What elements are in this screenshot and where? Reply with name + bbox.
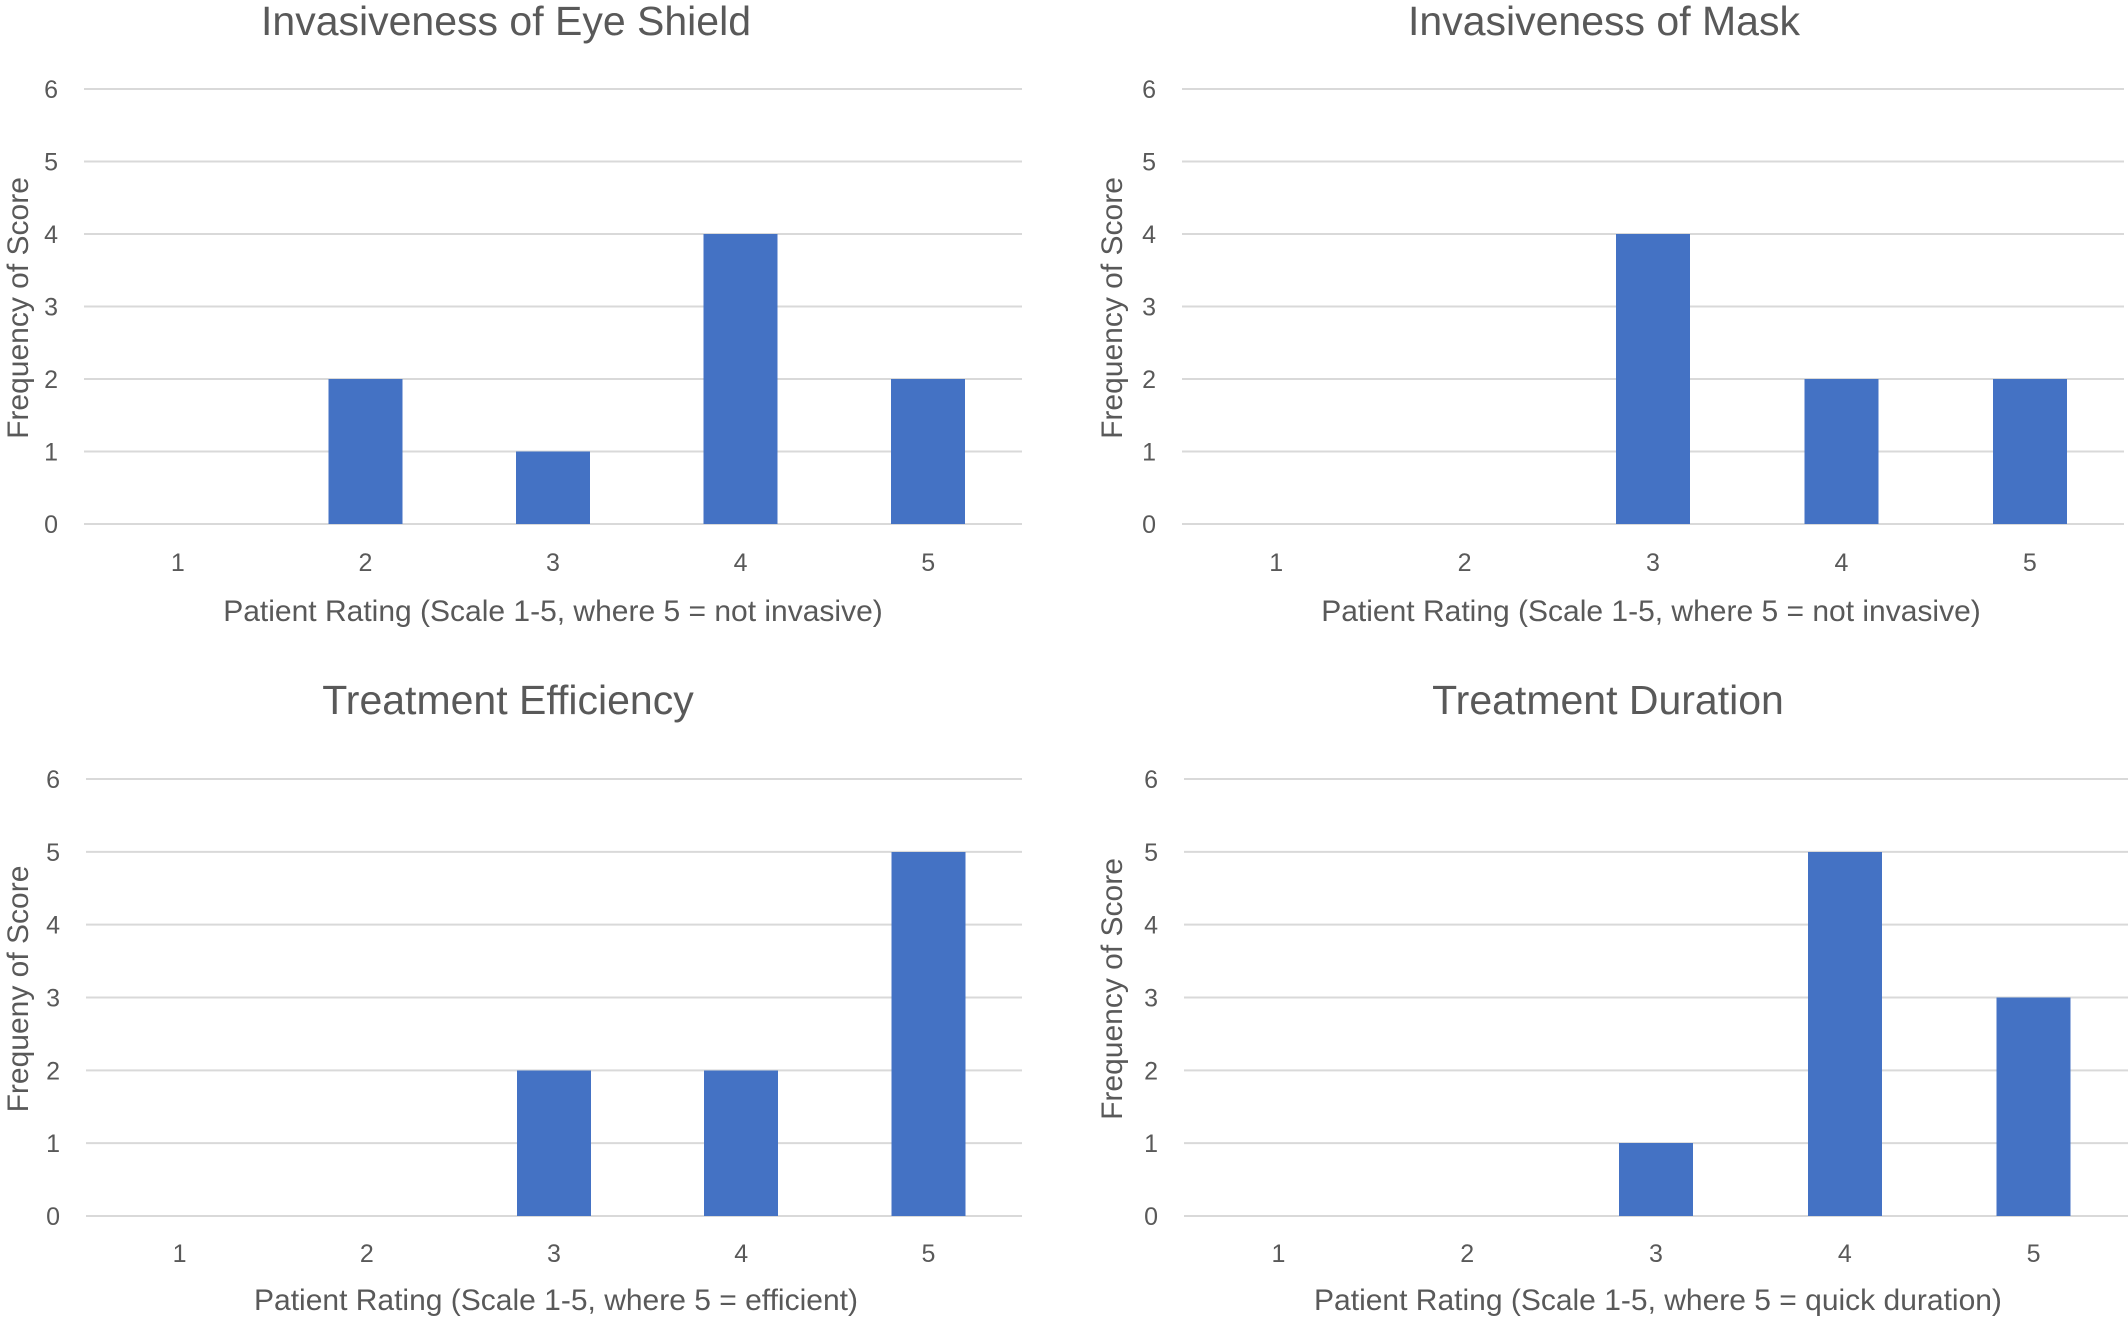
plot-area: 0 1 2 3 4 5 6 1 2 3 4 5	[1142, 76, 2124, 577]
chart-svg: Invasiveness of Mask Frequency of Score …	[1096, 0, 2124, 628]
chart-title: Invasiveness of Eye Shield	[261, 0, 751, 44]
x-tick-label: 4	[734, 1240, 748, 1268]
chart-svg: Treatment Duration Frequency of Score Pa…	[1096, 677, 2128, 1317]
bar	[1996, 997, 2071, 1216]
bar	[1619, 1143, 1693, 1216]
y-tick-label: 2	[44, 366, 58, 394]
chart-svg: Treatment Efficiency Frequeny of Score P…	[2, 677, 1022, 1317]
y-tick-label: 3	[46, 985, 60, 1013]
x-tick-label: 1	[1271, 1240, 1285, 1268]
y-tick-label: 2	[1142, 366, 1156, 394]
y-tick-label: 0	[44, 511, 58, 539]
x-tick-label: 3	[1649, 1240, 1663, 1268]
y-tick-label: 5	[46, 839, 60, 867]
bar	[891, 379, 966, 524]
y-axis-label: Frequency of Score	[2, 177, 35, 439]
y-tick-label: 1	[1142, 439, 1156, 467]
x-axis-label: Patient Rating (Scale 1-5, where 5 = not…	[223, 595, 883, 628]
x-tick-label: 3	[546, 549, 560, 577]
chart-svg: Invasiveness of Eye Shield Frequency of …	[2, 0, 1022, 628]
y-tick-label: 0	[46, 1203, 60, 1231]
y-tick-label: 3	[44, 294, 58, 322]
x-tick-label: 2	[360, 1240, 374, 1268]
bar	[328, 379, 403, 524]
x-axis-label: Patient Rating (Scale 1-5, where 5 = qui…	[1314, 1284, 2002, 1317]
x-axis-label: Patient Rating (Scale 1-5, where 5 = not…	[1321, 595, 1981, 628]
x-tick-label: 4	[1834, 549, 1848, 577]
chart-panel-efficiency: Treatment Efficiency Frequeny of Score P…	[0, 661, 1064, 1322]
y-tick-label: 6	[46, 766, 60, 794]
bar	[1804, 379, 1879, 524]
x-tick-label: 1	[1269, 549, 1283, 577]
y-tick-label: 4	[46, 912, 60, 940]
x-tick-label: 3	[1646, 549, 1660, 577]
bar	[703, 234, 778, 524]
y-tick-label: 5	[1144, 839, 1158, 867]
y-tick-label: 1	[44, 439, 58, 467]
x-axis-label: Patient Rating (Scale 1-5, where 5 = eff…	[254, 1284, 858, 1317]
y-tick-label: 4	[44, 221, 58, 249]
y-tick-label: 6	[1142, 76, 1156, 104]
chart-panel-eye-shield: Invasiveness of Eye Shield Frequency of …	[0, 0, 1064, 661]
x-tick-label: 5	[921, 1240, 935, 1268]
chart-title: Treatment Efficiency	[322, 677, 694, 723]
plot-area: 0 1 2 3 4 5 6 1 2 3 4 5	[44, 76, 1022, 577]
y-axis-label: Frequency of Score	[1096, 858, 1129, 1120]
x-tick-label: 4	[1838, 1240, 1852, 1268]
bar	[891, 851, 966, 1216]
bar	[516, 451, 590, 524]
y-tick-label: 4	[1144, 912, 1158, 940]
x-tick-label: 1	[173, 1240, 187, 1268]
y-tick-label: 1	[1144, 1130, 1158, 1158]
y-tick-label: 4	[1142, 221, 1156, 249]
bar	[1807, 851, 1882, 1216]
y-tick-label: 3	[1144, 985, 1158, 1013]
y-tick-label: 5	[44, 149, 58, 177]
y-tick-label: 6	[44, 76, 58, 104]
y-tick-label: 5	[1142, 149, 1156, 177]
bar	[1616, 234, 1690, 524]
x-tick-label: 4	[734, 549, 748, 577]
y-tick-label: 1	[46, 1130, 60, 1158]
chart-panel-mask: Invasiveness of Mask Frequency of Score …	[1064, 0, 2128, 661]
plot-area: 0 1 2 3 4 5 6 1 2 3 4 5	[1144, 766, 2128, 1268]
y-tick-label: 0	[1142, 511, 1156, 539]
x-tick-label: 2	[1458, 549, 1472, 577]
x-tick-label: 2	[358, 549, 372, 577]
bar	[517, 1070, 591, 1216]
bar	[704, 1070, 779, 1216]
x-tick-label: 3	[547, 1240, 561, 1268]
x-tick-label: 2	[1460, 1240, 1474, 1268]
chart-title: Treatment Duration	[1432, 677, 1784, 723]
chart-title: Invasiveness of Mask	[1408, 0, 1800, 44]
y-tick-label: 2	[46, 1057, 60, 1085]
x-tick-label: 5	[2027, 1240, 2041, 1268]
y-tick-label: 6	[1144, 766, 1158, 794]
plot-area: 0 1 2 3 4 5 6 1 2 3 4 5	[46, 766, 1022, 1268]
y-tick-label: 3	[1142, 294, 1156, 322]
bar	[1992, 379, 2067, 524]
y-tick-label: 2	[1144, 1057, 1158, 1085]
y-tick-label: 0	[1144, 1203, 1158, 1231]
x-tick-label: 5	[2023, 549, 2037, 577]
y-axis-label: Frequency of Score	[1096, 177, 1129, 439]
chart-panel-duration: Treatment Duration Frequency of Score Pa…	[1064, 661, 2128, 1322]
x-tick-label: 1	[171, 549, 185, 577]
y-axis-label: Frequeny of Score	[2, 866, 35, 1113]
x-tick-label: 5	[921, 549, 935, 577]
